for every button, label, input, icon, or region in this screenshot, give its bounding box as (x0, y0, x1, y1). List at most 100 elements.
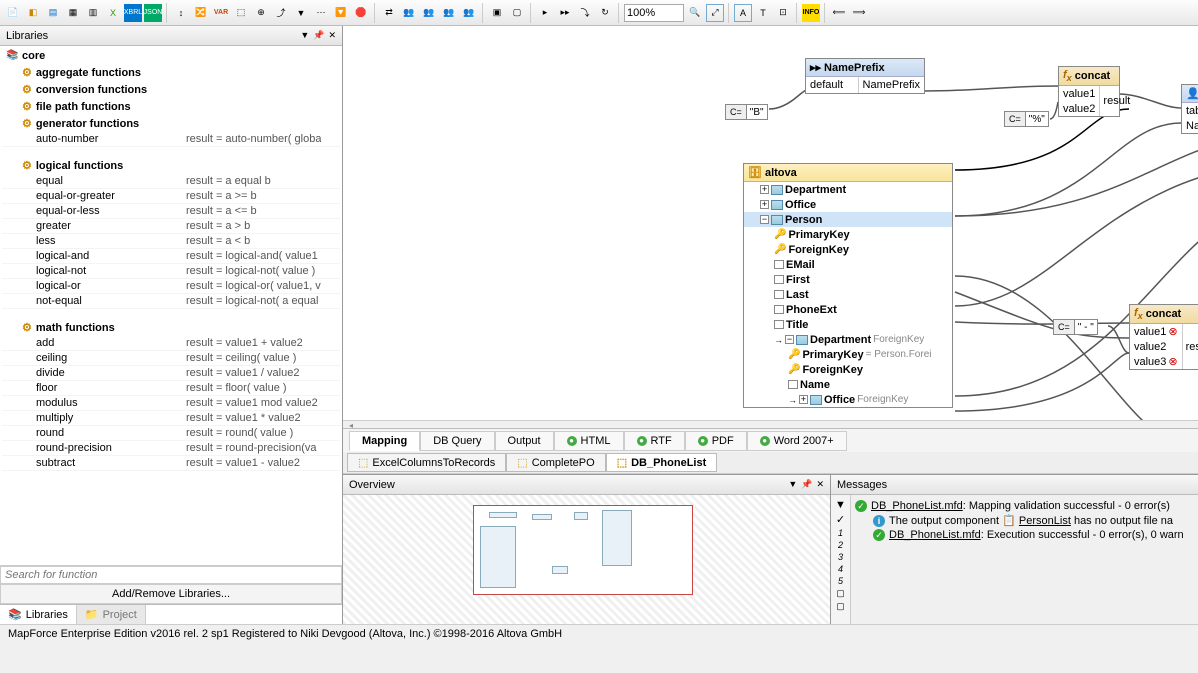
lib-function[interactable]: ceilingresult = ceiling( value ) (2, 351, 340, 366)
lib-function[interactable]: logical-notresult = logical-not( value ) (2, 264, 340, 279)
tb-icon[interactable]: ⤴ (272, 4, 290, 22)
tree-row[interactable]: 🔑ForeignKey (744, 362, 952, 377)
tb-icon[interactable]: ▸ (536, 4, 554, 22)
tab-rtf[interactable]: ●RTF (624, 431, 685, 451)
node-concat1[interactable]: fxconcat value1 value2 result (1058, 66, 1120, 117)
tb-icon[interactable]: ⬚ (232, 4, 250, 22)
messages-list[interactable]: ✓DB_PhoneList.mfd: Mapping validation su… (851, 495, 1198, 624)
tb-icon[interactable]: ▸▸ (556, 4, 574, 22)
tree-row[interactable]: PhoneExt (744, 302, 952, 317)
tree-row[interactable]: Name (744, 377, 952, 392)
libraries-tree[interactable]: 📚core ⚙aggregate functions⚙conversion fu… (0, 46, 342, 565)
file-tab[interactable]: ⬚ExcelColumnsToRecords (347, 453, 506, 472)
lib-function[interactable]: equal-or-lessresult = a <= b (2, 204, 340, 219)
tb-icon[interactable]: 🛑 (352, 4, 370, 22)
tree-row[interactable]: −Person (744, 212, 952, 227)
mapping-canvas[interactable]: C="B" ▸▸NamePrefix defaultNamePrefix C="… (343, 26, 1198, 420)
node-person[interactable]: 👤Person table/field Name result (1181, 84, 1198, 134)
tab-dbquery[interactable]: DB Query (420, 431, 494, 451)
lib-category[interactable]: ⚙math functions (2, 319, 340, 336)
tb-icon[interactable]: ⇄ (380, 4, 398, 22)
tree-row[interactable]: First (744, 272, 952, 287)
tb-icon[interactable]: X (104, 4, 122, 22)
tb-icon[interactable]: ⊕ (252, 4, 270, 22)
tb-icon[interactable]: 🔽 (332, 4, 350, 22)
file-tab[interactable]: ⬚CompletePO (506, 453, 605, 472)
lib-function[interactable]: greaterresult = a > b (2, 219, 340, 234)
zoom-input[interactable] (624, 4, 684, 22)
tree-row[interactable]: +Department (744, 182, 952, 197)
message-line[interactable]: ✓DB_PhoneList.mfd: Mapping validation su… (855, 499, 1194, 513)
tb-icon[interactable]: ↻ (596, 4, 614, 22)
lib-function[interactable]: modulusresult = value1 mod value2 (2, 396, 340, 411)
lib-function[interactable]: logical-andresult = logical-and( value1 (2, 249, 340, 264)
lib-function[interactable]: lessresult = a < b (2, 234, 340, 249)
tb-icon[interactable]: 👥 (420, 4, 438, 22)
tb-icon[interactable]: ▢ (508, 4, 526, 22)
lib-root[interactable]: core (22, 50, 45, 62)
file-tab[interactable]: ⬚DB_PhoneList (606, 453, 718, 472)
tb-icon[interactable]: 👥 (460, 4, 478, 22)
node-concat2[interactable]: fxconcat value1⊗ value2 value3⊗ result⊗ (1129, 304, 1198, 370)
tb-icon[interactable]: ◧ (24, 4, 42, 22)
overview-canvas[interactable] (343, 495, 830, 624)
tb-icon[interactable]: XBRL (124, 4, 142, 22)
lib-category[interactable]: ⚙logical functions (2, 157, 340, 174)
lib-function[interactable]: addresult = value1 + value2 (2, 336, 340, 351)
tb-icon[interactable]: ↕ (172, 4, 190, 22)
tb-icon[interactable]: JSON (144, 4, 162, 22)
lib-function[interactable]: round-precisionresult = round-precision(… (2, 441, 340, 456)
lib-function[interactable]: multiplyresult = value1 * value2 (2, 411, 340, 426)
tb-icon[interactable]: ▤ (44, 4, 62, 22)
message-line[interactable]: iThe output component 📋 PersonList has n… (855, 513, 1194, 528)
tree-row[interactable]: 🔑PrimaryKey = Person.Forei (744, 347, 952, 362)
lib-function[interactable]: divideresult = value1 / value2 (2, 366, 340, 381)
tb-icon[interactable]: VAR (212, 4, 230, 22)
pin-icon[interactable]: 📌 (313, 30, 324, 41)
tb-icon[interactable]: T (754, 4, 772, 22)
tb-icon[interactable]: INFO (802, 4, 820, 22)
tb-icon[interactable]: ▥ (84, 4, 102, 22)
message-line[interactable]: ✓DB_PhoneList.mfd: Execution successful … (855, 528, 1194, 542)
tree-row[interactable]: →+Office ForeignKey (744, 392, 952, 407)
tab-mapping[interactable]: Mapping (349, 431, 420, 451)
tb-icon[interactable]: ▼ (292, 4, 310, 22)
tb-icon[interactable]: 👥 (400, 4, 418, 22)
tb-icon[interactable]: 🔍 (686, 4, 704, 22)
lib-category[interactable]: ⚙generator functions (2, 115, 340, 132)
tree-row[interactable]: 🔑PrimaryKey (744, 227, 952, 242)
tab-output[interactable]: Output (495, 431, 554, 451)
lib-function[interactable]: roundresult = round( value ) (2, 426, 340, 441)
tb-icon[interactable]: 👥 (440, 4, 458, 22)
tree-row[interactable]: Title (744, 317, 952, 332)
dropdown-icon[interactable]: ▼ (300, 30, 309, 41)
tb-icon[interactable]: A (734, 4, 752, 22)
tab-libraries[interactable]: 📚Libraries (0, 605, 77, 624)
tb-icon[interactable]: ⊡ (774, 4, 792, 22)
tab-html[interactable]: ●HTML (554, 431, 624, 451)
lib-function[interactable]: equalresult = a equal b (2, 174, 340, 189)
node-altova[interactable]: 🗄altova +Department+Office−Person🔑Primar… (743, 163, 953, 408)
close-icon[interactable]: ✕ (328, 30, 336, 41)
constant-b[interactable]: C="B" (725, 104, 768, 120)
tree-row[interactable]: +Office (744, 197, 952, 212)
tab-word[interactable]: ●Word 2007+ (747, 431, 847, 451)
add-remove-libraries-button[interactable]: Add/Remove Libraries... (0, 584, 342, 604)
tree-row[interactable]: →−Department ForeignKey (744, 332, 952, 347)
tb-fwd-icon[interactable]: ⟹ (850, 4, 868, 22)
tb-icon[interactable]: ▦ (64, 4, 82, 22)
tree-row[interactable]: Last (744, 287, 952, 302)
tb-icon[interactable]: ⋯ (312, 4, 330, 22)
lib-category[interactable]: ⚙conversion functions (2, 81, 340, 98)
lib-category[interactable]: ⚙file path functions (2, 98, 340, 115)
lib-function[interactable]: equal-or-greaterresult = a >= b (2, 189, 340, 204)
lib-function[interactable]: floorresult = floor( value ) (2, 381, 340, 396)
tb-icon[interactable]: ⤵ (576, 4, 594, 22)
constant-dash[interactable]: C=" - " (1053, 319, 1098, 335)
tb-icon[interactable]: 🔀 (192, 4, 210, 22)
tb-icon[interactable]: 📄 (4, 4, 22, 22)
search-input[interactable] (0, 566, 342, 584)
tb-back-icon[interactable]: ⟸ (830, 4, 848, 22)
tab-pdf[interactable]: ●PDF (685, 431, 747, 451)
lib-function[interactable]: not-equalresult = logical-not( a equal (2, 294, 340, 309)
